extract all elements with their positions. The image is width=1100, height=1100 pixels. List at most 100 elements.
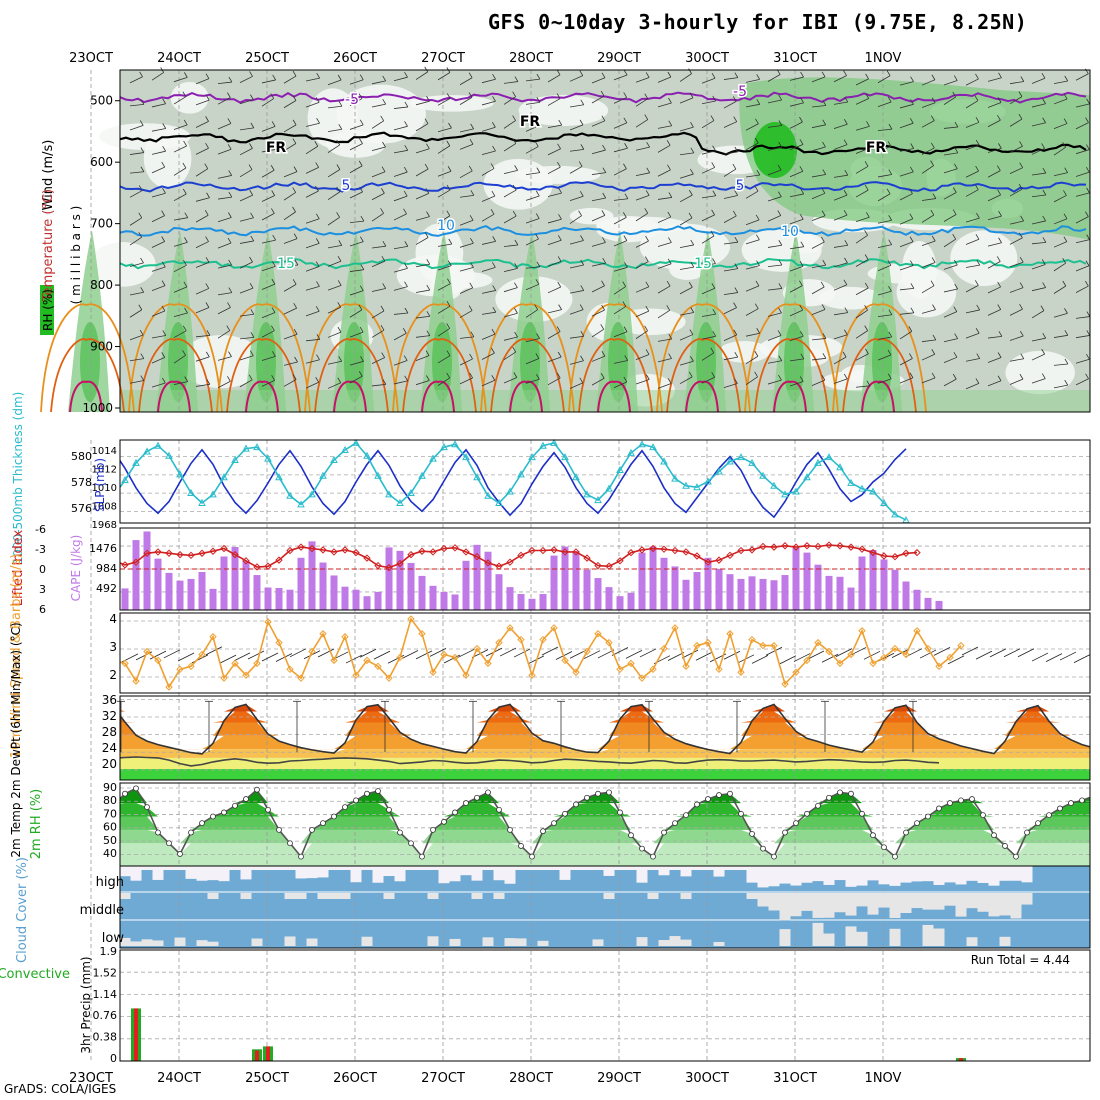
wind-barb-flag [777,191,782,197]
rh-line-point [760,845,766,852]
wind-barb-flag [558,304,562,310]
cloud-high-bar [713,866,725,877]
wind-barb-flag [446,300,451,307]
li-line-point [352,548,360,557]
wind-barb [393,125,408,131]
wind-barb-flag [843,279,848,285]
wind-barb-flag [865,73,869,80]
wind-barb [723,383,738,388]
wind-barb [415,263,430,268]
wind-barb [635,286,650,293]
wind-barb-flag [579,377,584,384]
wind-barb-flag [140,287,145,293]
wind-barb-flag [294,259,299,266]
wind-barb-flag [668,333,673,340]
precip-tick: 1.9 [100,945,118,958]
slp-tick: 1012 [92,465,117,476]
wind-barb-flag [887,96,892,103]
ua-dry-patch [178,335,265,389]
wind-barb-flag [1042,189,1047,196]
cloud-mid-bar [284,893,296,899]
wind-barb [1053,285,1067,294]
wind-barb-flag [426,311,431,317]
wind10-speed-line-point [792,668,800,676]
wind-barb-flag [732,210,737,217]
cape-bar [220,556,228,610]
wind-barb [833,334,848,340]
wind-barb-flag [404,281,408,287]
thickness-line-point [693,483,701,491]
wind-barb [349,79,364,85]
wind-barb-flag [734,287,739,293]
time-label-top: 25OCT [245,51,289,66]
wind-barb [327,360,342,365]
wind10-speed-line-point [869,659,877,668]
wind-barb [899,312,914,315]
wind-barb-flag [864,304,868,311]
time-label-top: 24OCT [157,51,201,66]
wind-barb-flag [336,164,341,170]
wind-barb-flag [930,115,935,121]
wind10-barb [695,651,713,661]
wind-barb-flag [140,147,145,153]
wind-barb-flag [888,286,892,292]
wind-barb-flag [888,169,893,175]
thickness-line-point [176,470,184,478]
cape-bar [649,546,657,610]
cloud-low-bar [966,937,978,946]
wind-barb [613,360,628,364]
wind-barb-flag [601,350,606,357]
cape-bar [693,572,701,610]
wind-barb [899,122,914,129]
wind-barb-flag [733,116,738,122]
wind-barb [811,146,826,152]
wind-barb [393,312,408,315]
wind-barb-flag [558,119,563,126]
wind-barb [591,172,606,175]
wind-barb [547,74,561,83]
wind-barb-flag [271,190,276,196]
wind-barb-flag [734,378,738,384]
thickness-line-point [858,484,866,492]
wind-barb [789,309,803,317]
wind-barb-flag [227,144,232,150]
cloud-high-bar [130,866,142,881]
wind-barb [1031,264,1046,270]
wind-barb [679,286,693,295]
wind-barb [899,171,914,177]
wind10-speed-line-point [803,656,811,665]
wind-barb-flag [1042,282,1046,288]
cape-bar [484,551,492,610]
wind-barb [1009,378,1024,385]
cloud-low-bar [658,940,670,946]
wind-barb-flag [558,187,562,194]
wind-barb [679,244,694,249]
li-line-point [869,548,877,557]
wind-barb [987,215,1002,221]
wind-barb-flag [1019,282,1024,288]
wind-barb-flag [358,304,363,311]
cloud-high-bar [658,866,670,876]
wind-barb-flag [205,116,209,122]
cape-bar [748,576,756,610]
thickness-line-point [781,490,789,498]
wind-barb [217,264,232,269]
wind-barb-flag [690,168,694,175]
wind-barb-flag [227,212,232,218]
cape-bar [473,544,481,610]
cape-bar [253,575,261,610]
wind-barb-flag [446,140,451,147]
wind-barb [525,218,540,224]
wind-barb [349,124,364,130]
cloud-high-bar [746,866,758,883]
cape-bar [902,581,910,610]
wind-barb-flag [292,206,296,213]
wind-barb [217,356,232,361]
wind-barb-flag [777,164,782,171]
rh-line-point [815,802,821,809]
isoline-20C [216,303,311,413]
wind10-barb [793,653,811,662]
wind-barb [217,380,231,389]
wind-barb-flag [315,97,320,103]
wind-barb [987,357,1002,363]
